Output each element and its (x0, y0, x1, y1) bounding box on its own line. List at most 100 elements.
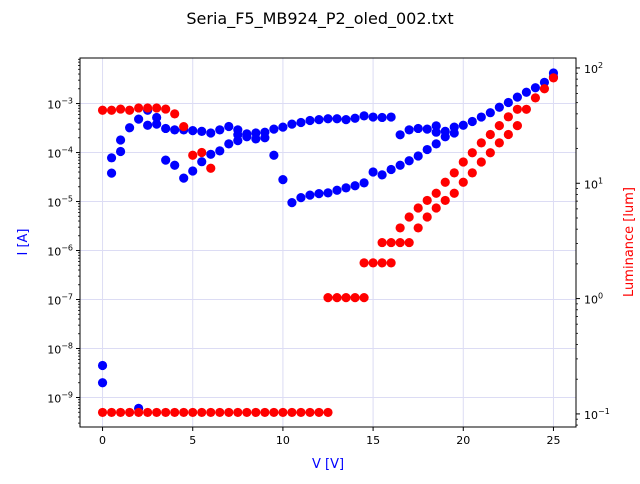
current-point (269, 124, 279, 134)
luminance-point (494, 121, 504, 131)
current-point (224, 139, 234, 149)
current-point (115, 146, 126, 157)
current-point (404, 125, 414, 135)
luminance-point (530, 93, 541, 103)
luminance-point (503, 112, 513, 122)
luminance-point (512, 104, 522, 114)
luminance-point (548, 73, 559, 83)
luminance-point (350, 293, 360, 303)
current-point (350, 113, 360, 123)
current-point (106, 153, 117, 163)
luminance-point (323, 293, 333, 303)
luminance-point (521, 104, 532, 114)
current-point (251, 134, 261, 144)
luminance-point (161, 104, 171, 114)
current-point (332, 114, 342, 124)
luminance-point (359, 258, 369, 268)
current-point (197, 157, 207, 167)
current-point (503, 97, 513, 108)
luminance-point (332, 293, 342, 303)
current-point (152, 119, 162, 129)
luminance-point (197, 147, 207, 158)
current-point (206, 128, 216, 138)
current-point (269, 150, 279, 160)
y-left-tick-label: 10−5 (47, 195, 73, 210)
current-point (467, 116, 477, 127)
luminance-point (215, 407, 225, 418)
luminance-point (170, 407, 180, 418)
luminance-point (458, 157, 468, 167)
luminance-point (377, 237, 387, 248)
luminance-point (395, 223, 405, 233)
current-point (206, 149, 216, 159)
current-point (521, 87, 532, 97)
luminance-point (323, 407, 333, 418)
luminance-point (440, 177, 450, 187)
current-point (530, 83, 541, 93)
luminance-point (224, 407, 234, 418)
luminance-point (494, 138, 504, 148)
current-point (422, 144, 432, 155)
luminance-point (341, 293, 351, 303)
luminance-point (503, 129, 513, 140)
data-points (97, 68, 559, 418)
current-point (368, 112, 378, 122)
luminance-point (143, 407, 153, 418)
luminance-point (287, 407, 297, 418)
current-point (314, 189, 324, 199)
luminance-point (179, 407, 189, 418)
current-point (431, 121, 441, 131)
luminance-point (170, 109, 180, 119)
luminance-point (152, 103, 162, 113)
current-point (296, 193, 306, 203)
current-point (242, 132, 252, 142)
luminance-point (422, 195, 432, 206)
current-point (485, 108, 495, 118)
current-point (341, 115, 351, 125)
current-point (260, 133, 270, 143)
current-point (188, 126, 198, 136)
plot-frame (79, 57, 577, 428)
current-point (413, 123, 423, 134)
luminance-point (269, 407, 279, 418)
x-tick-label: 5 (189, 434, 196, 447)
luminance-point (386, 237, 396, 248)
y-right-tick-label: 100 (584, 292, 603, 307)
current-point (377, 112, 387, 123)
luminance-point (476, 157, 486, 167)
y-right-tick-label: 101 (584, 176, 603, 191)
current-point (215, 125, 225, 135)
current-point (188, 166, 198, 176)
luminance-point (485, 148, 495, 158)
current-point (539, 77, 550, 88)
current-point (134, 114, 144, 124)
current-point (215, 146, 225, 156)
luminance-point (197, 407, 207, 418)
current-point (170, 160, 180, 170)
current-point (512, 92, 522, 102)
axes: 0 5 10 15 20 25 10−9 10−8 10−7 10−6 10−5 10−4 10−3 10… (47, 58, 610, 447)
current-point (350, 181, 360, 191)
luminance-point (368, 258, 378, 268)
current-point (377, 170, 387, 180)
current-point (296, 117, 306, 128)
luminance-point (449, 168, 459, 178)
luminance-point (458, 177, 468, 187)
luminance-point (404, 212, 414, 222)
current-point (404, 156, 414, 166)
luminance-point (97, 105, 108, 115)
current-point (476, 112, 486, 122)
current-point (431, 127, 441, 137)
luminance-point (512, 121, 522, 131)
current-point (115, 135, 126, 145)
current-point (395, 130, 405, 140)
current-point (161, 155, 171, 165)
y-left-tick-label: 10−3 (47, 97, 73, 112)
chart-title: Seria_F5_MB924_P2_oled_002.txt (186, 9, 453, 29)
luminance-point (206, 163, 216, 173)
luminance-point (152, 407, 162, 418)
luminance-point (449, 188, 459, 198)
current-point (97, 378, 108, 388)
luminance-point (115, 407, 126, 418)
current-point (287, 198, 297, 208)
